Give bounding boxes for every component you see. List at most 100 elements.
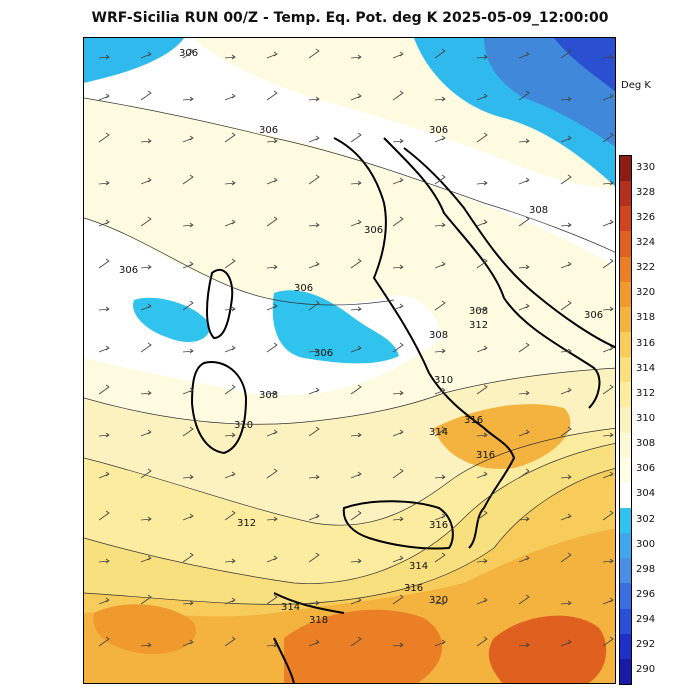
wind-arrow [350,306,362,312]
chart-title: WRF-Sicilia RUN 00/Z - Temp. Eq. Pot. de… [91,10,609,26]
wind-arrow [140,264,152,270]
field-318 [84,528,615,683]
wind-arrow [518,468,530,479]
wind-arrow [224,258,236,269]
wind-arrow [518,390,530,396]
colorbar-swatch [620,231,631,257]
wind-arrow [434,135,446,143]
contour-label: 308 [259,390,278,401]
contour-label: 320 [429,595,448,606]
contour-label: 306 [314,348,333,359]
wind-arrow [224,306,236,312]
wind-arrow [560,474,572,480]
wind-arrow [560,48,572,59]
wind-arrow [602,471,614,479]
wind-arrow [182,426,194,437]
wind-arrow [392,642,404,648]
wind-arrow [518,555,530,563]
wind-arrow [350,54,362,60]
wind-arrow [434,387,446,395]
wind-arrow [140,138,152,144]
colorbar-swatch [620,256,631,282]
colorbar-units: Deg K [621,80,651,91]
contour-label: 316 [476,450,495,461]
wind-arrow [560,348,572,354]
colorbar-swatch [620,382,631,408]
wind-arrow [224,132,236,143]
wind-arrow [140,468,152,479]
wind-arrow [98,132,110,143]
wind-arrow [392,264,404,270]
contour-label: 312 [237,518,256,529]
wind-arrow [140,90,152,101]
wind-arrow [476,558,488,564]
wind-arrow [140,342,152,353]
wind-arrow [182,300,194,311]
wind-arrow [518,216,530,227]
wind-arrow [308,135,320,143]
wind-arrow [602,180,614,186]
wind-arrow [560,513,572,521]
wind-arrow [476,384,488,395]
wind-arrow [476,180,488,186]
contour-label: 310 [434,375,453,386]
wind-arrow [392,390,404,396]
map-plot: 306 306 306 306 306 306 306 306 308 308 … [83,37,616,684]
wind-arrow [182,348,194,354]
wind-arrow [560,222,572,228]
wind-arrow [560,552,572,563]
colorbar-tick-label: 308 [636,438,656,450]
wind-arrow [98,93,110,101]
wind-arrow [308,552,320,563]
contour-label: 314 [409,561,428,572]
wind-arrow [182,174,194,185]
wind-arrow [518,642,530,648]
wind-arrow [224,54,236,60]
wind-arrow [476,510,488,521]
colorbar-swatch [620,583,631,609]
wind-arrow [350,219,362,227]
wind-arrow [434,639,446,647]
wind-arrow [518,342,530,353]
wind-arrow [434,426,446,437]
wind-arrow [308,174,320,185]
wind-arrow [518,264,530,270]
colorbar-swatch [620,432,631,458]
field-322 [488,615,607,683]
colorbar-tick-label: 300 [636,538,656,550]
wind-arrow [266,303,278,311]
wind-arrow [476,597,488,605]
wind-arrow [266,390,278,396]
wind-arrow [560,261,572,269]
wind-arrow [602,384,614,395]
wind-arrow [476,636,488,647]
wind-arrow [434,300,446,311]
colorbar-tick-label: 328 [636,186,656,198]
colorbar-tick-label: 312 [636,387,656,399]
contour-label: 316 [404,583,423,594]
wind-arrow [140,516,152,522]
wind-arrow [98,54,110,60]
wind-arrow [350,384,362,395]
wind-arrow [434,474,446,480]
colorbar-swatch [620,206,631,232]
wind-arrow [560,96,572,102]
contour-label: 316 [429,520,448,531]
wind-arrow [140,216,152,227]
wind-arrow [308,300,320,311]
wind-arrow [98,384,110,395]
sicily-coast [342,500,454,550]
wind-arrow [602,93,614,101]
wind-arrow [140,555,152,563]
wind-arrow [140,642,152,648]
wind-arrow [350,597,362,605]
wind-arrow [308,96,320,102]
wind-arrow [350,636,362,647]
wind-arrow [392,51,404,59]
wind-arrow [224,219,236,227]
wind-arrow [518,516,530,522]
wind-arrow [98,636,110,647]
wind-arrow [602,54,614,60]
contour-label: 306 [429,125,448,136]
colorbar [619,155,632,685]
